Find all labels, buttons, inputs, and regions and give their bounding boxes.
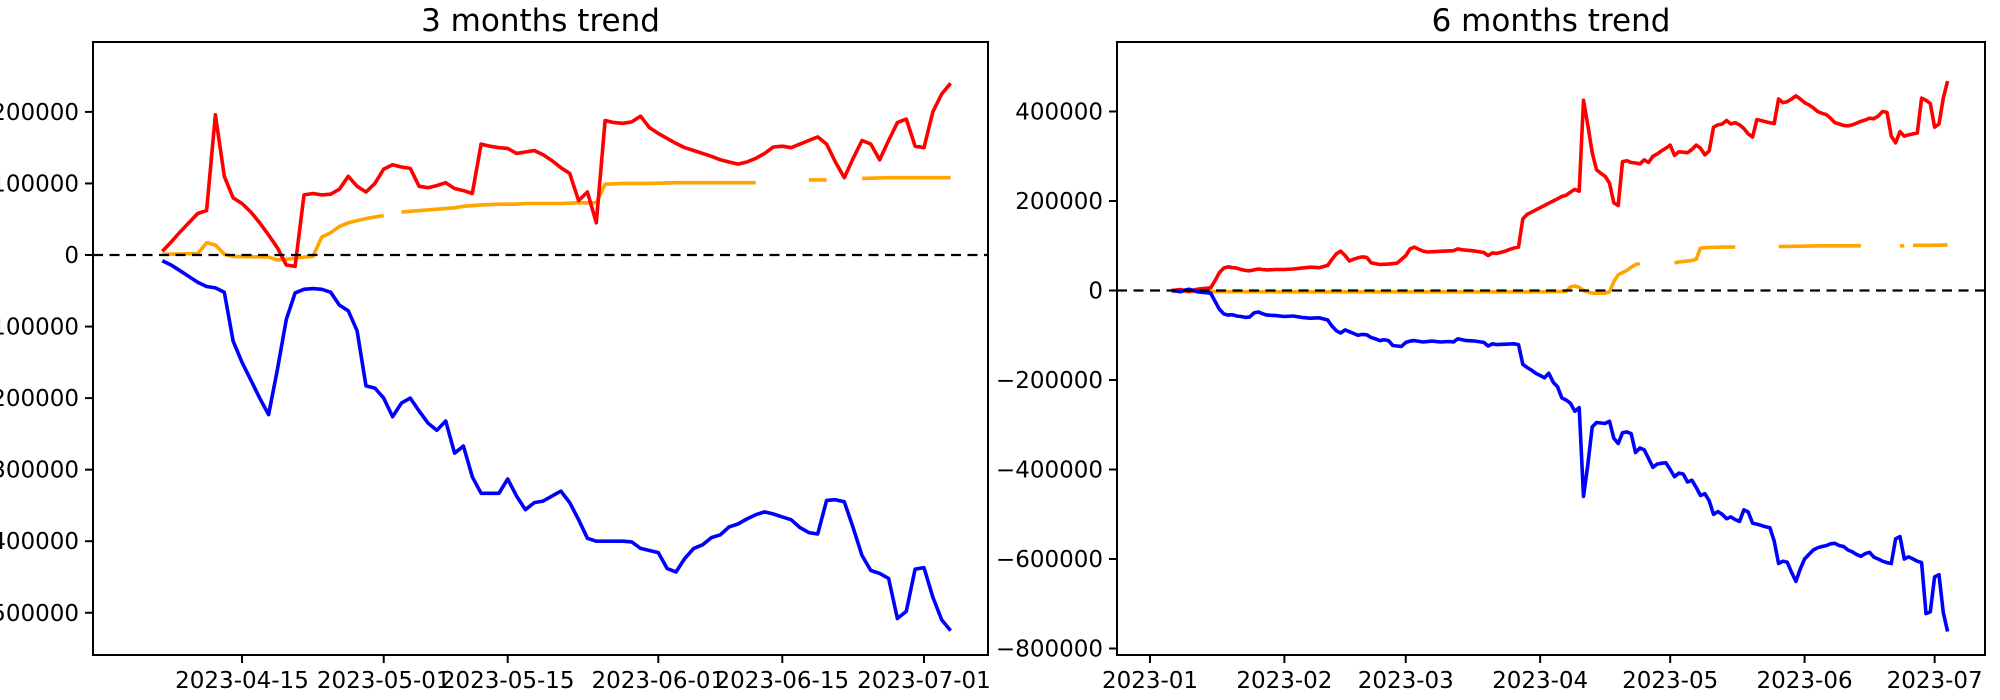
y-tick-label: 200000 bbox=[0, 100, 79, 126]
series-line-red bbox=[160, 82, 952, 269]
series-line-orange bbox=[401, 180, 756, 214]
y-tick-label: 0 bbox=[1088, 279, 1103, 305]
x-tick-label: 2023-06 bbox=[1757, 668, 1853, 694]
x-tick-label: 2023-01 bbox=[1102, 668, 1198, 694]
y-tick-label: 400000 bbox=[1015, 100, 1103, 126]
x-tick-label: 2023-05 bbox=[1622, 668, 1718, 694]
series-line-orange bbox=[1674, 245, 1736, 265]
series-line-blue bbox=[1171, 287, 1950, 632]
y-tick-label: 100000 bbox=[0, 171, 79, 197]
x-tick-label: 2023-05-15 bbox=[441, 668, 575, 694]
series-line-orange bbox=[1171, 261, 1641, 296]
plot-border bbox=[92, 41, 989, 656]
chart-1: 400000 200000 0 −200000 −400000 −600000 −80000… bbox=[996, 41, 1986, 694]
series-line-blue bbox=[161, 259, 952, 632]
y-tick-label: −200000 bbox=[996, 368, 1103, 394]
y-tick-label: 0 bbox=[64, 243, 79, 269]
y-tick-label: −300000 bbox=[0, 458, 79, 484]
x-tick-label: 2023-02 bbox=[1236, 668, 1332, 694]
y-tick-label: −600000 bbox=[996, 547, 1103, 573]
series-line-orange bbox=[162, 213, 384, 262]
y-tick-label: −500000 bbox=[0, 601, 79, 627]
chart-0: 200000 100000 0 −100000 −200000 −300000 −40000… bbox=[0, 41, 991, 694]
series-line-orange bbox=[1778, 244, 1861, 249]
x-tick-label: 2023-07-01 bbox=[857, 668, 991, 694]
y-tick-label: 200000 bbox=[1015, 189, 1103, 215]
y-tick-label: −100000 bbox=[0, 315, 79, 341]
x-tick-label: 2023-04-15 bbox=[175, 668, 309, 694]
x-tick-label: 2023-06-15 bbox=[715, 668, 849, 694]
y-tick-label: −800000 bbox=[996, 637, 1103, 663]
x-tick-label: 2023-03 bbox=[1358, 668, 1454, 694]
x-tick-label: 2023-06-01 bbox=[591, 668, 725, 694]
chart-title-6-months: 6 months trend bbox=[1431, 3, 1671, 39]
plot-border bbox=[1116, 41, 1986, 656]
y-tick-label: −200000 bbox=[0, 386, 79, 412]
x-tick-label: 2023-04 bbox=[1492, 668, 1588, 694]
y-tick-label: −400000 bbox=[0, 529, 79, 555]
x-tick-label: 2023-07 bbox=[1887, 668, 1983, 694]
series-line-orange bbox=[861, 175, 951, 181]
y-tick-label: −400000 bbox=[996, 458, 1103, 484]
chart-title-3-months: 3 months trend bbox=[421, 3, 660, 39]
series-line-red bbox=[1171, 80, 1950, 294]
x-tick-label: 2023-05-01 bbox=[317, 668, 451, 694]
